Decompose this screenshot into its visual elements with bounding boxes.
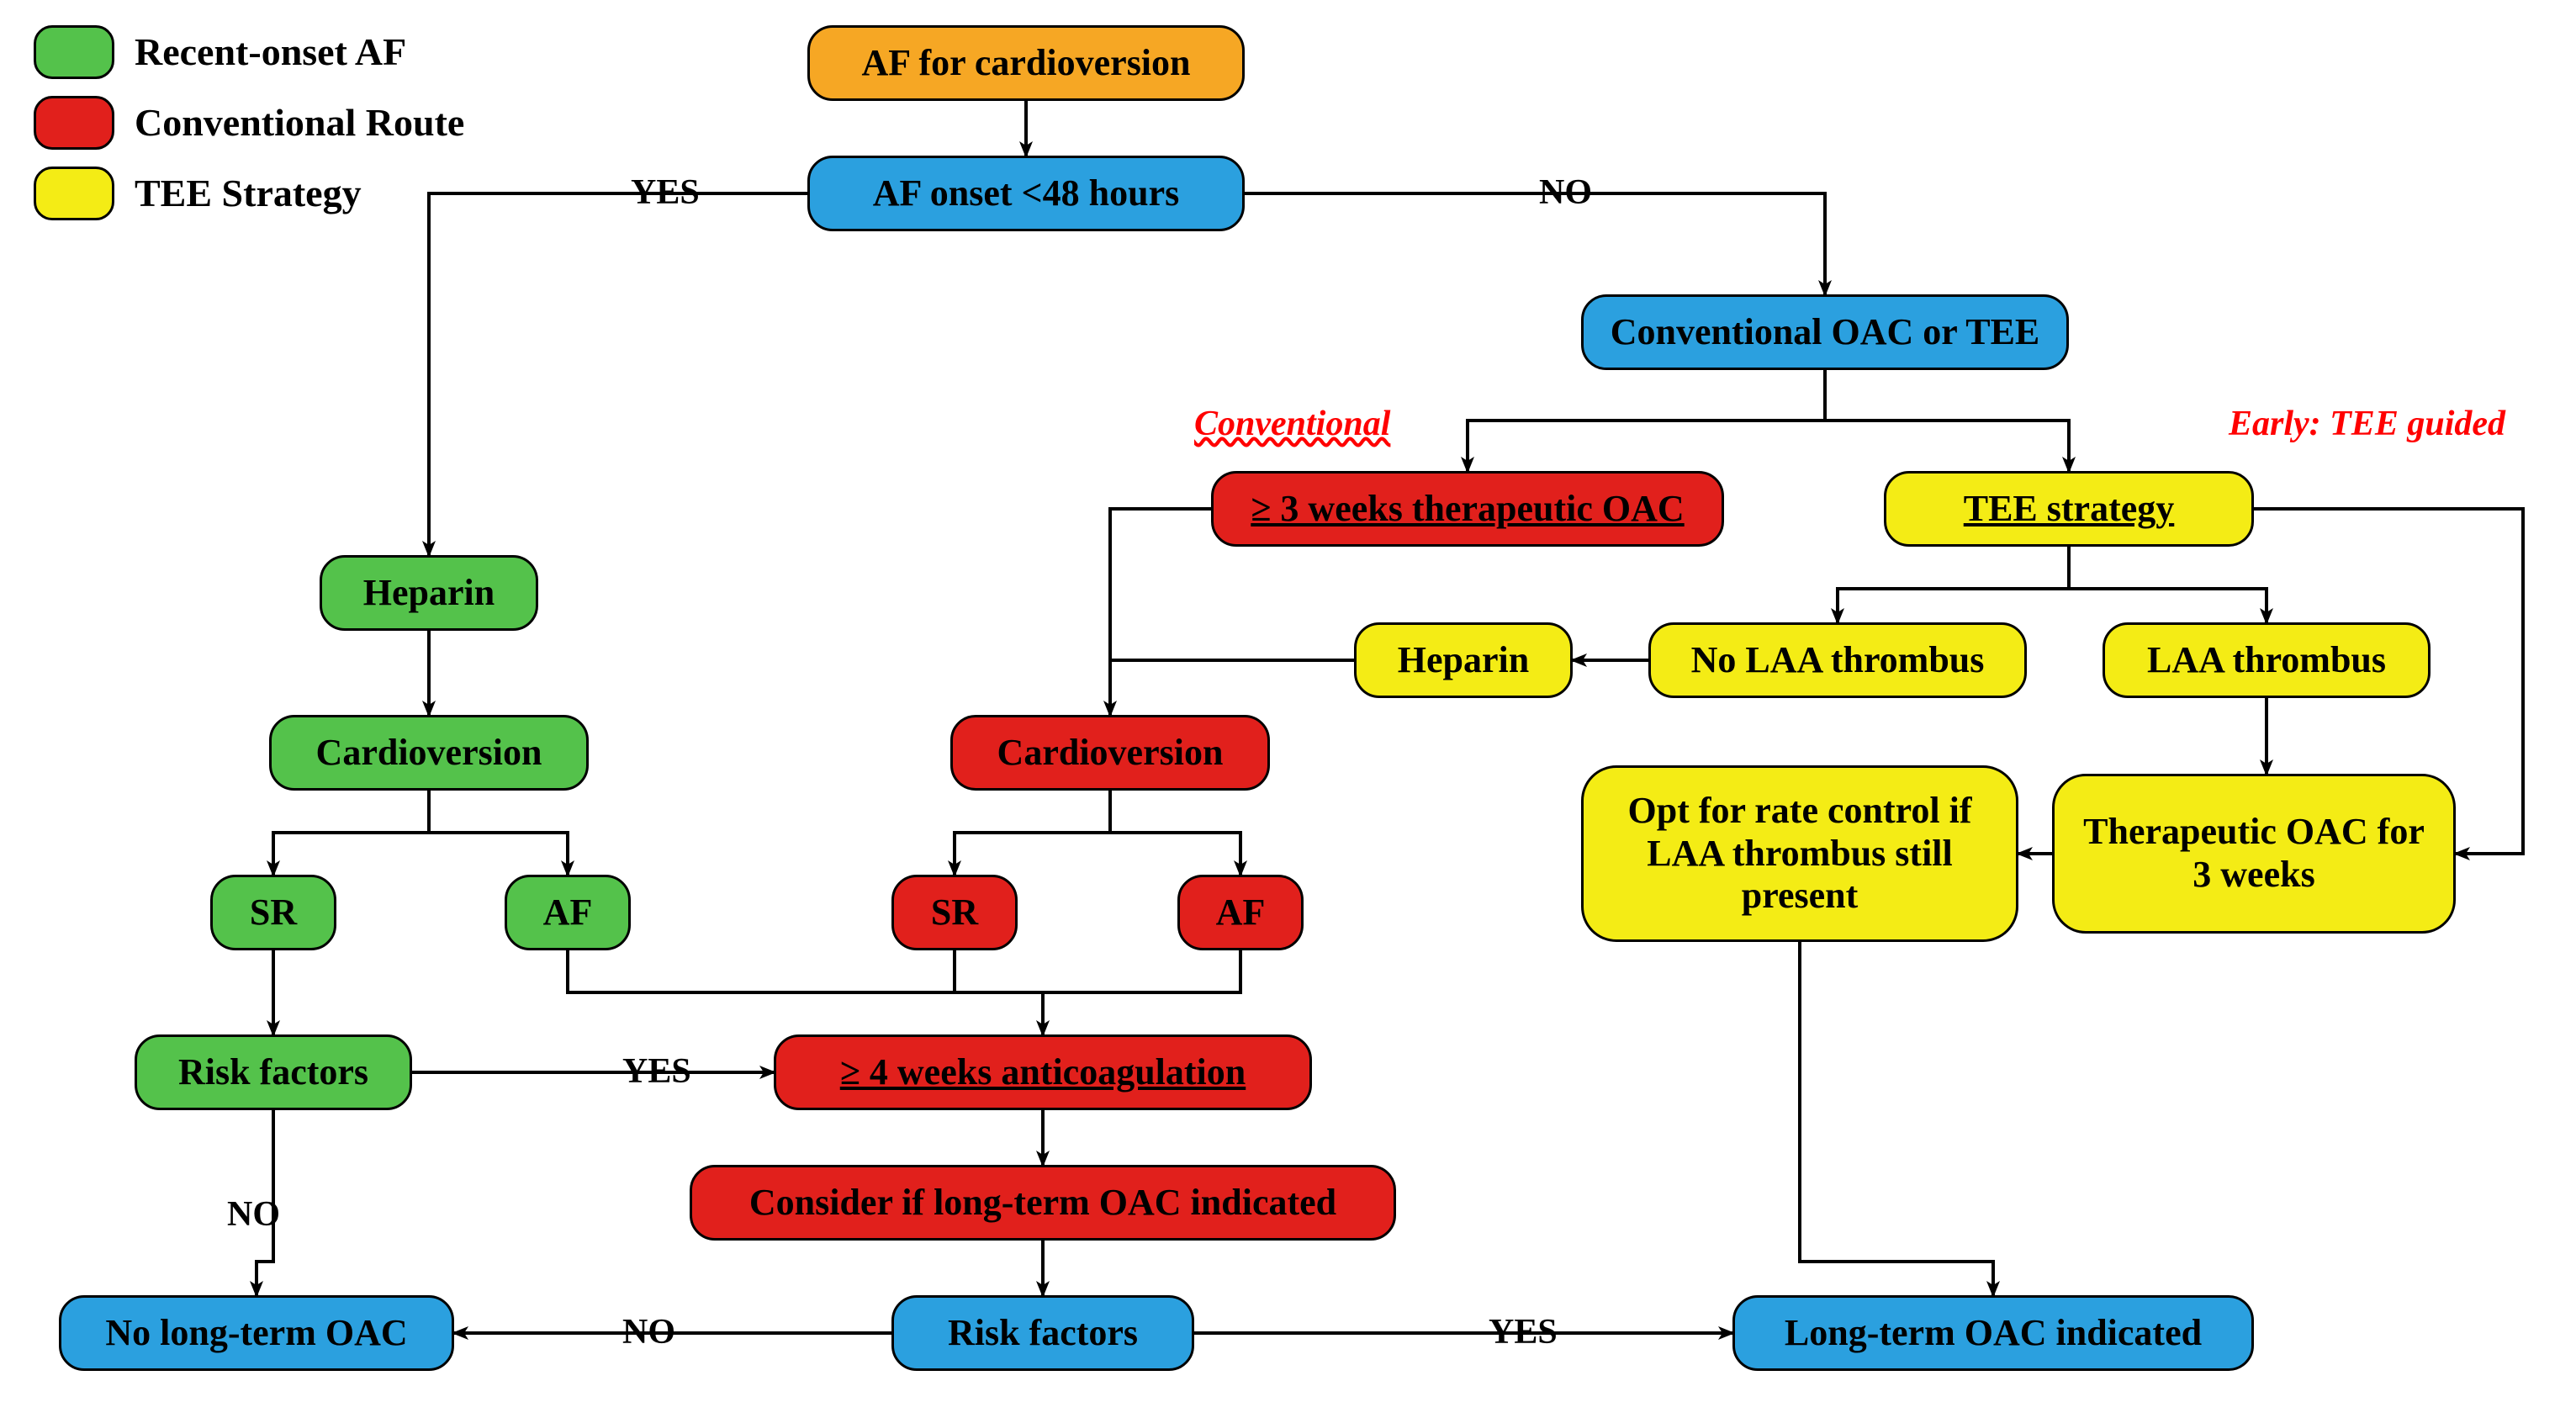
edge-rSR-r4w	[955, 950, 1043, 1034]
node-gCardio: Cardioversion	[269, 715, 589, 791]
node-label: ≥ 3 weeks therapeutic OAC	[1251, 488, 1684, 531]
node-label: Consider if long-term OAC indicated	[749, 1182, 1336, 1225]
legend-label: TEE Strategy	[135, 171, 362, 215]
node-yThromb: LAA thrombus	[2103, 622, 2431, 698]
edge-teeStrat-yThromb	[2069, 547, 2267, 622]
node-label: LAA thrombus	[2147, 639, 2386, 682]
node-label: Risk factors	[178, 1051, 368, 1094]
node-onset: AF onset <48 hours	[807, 156, 1245, 231]
node-label: Cardioversion	[316, 732, 542, 775]
edge-rCardio-rAF	[1110, 791, 1240, 875]
edge-rAF-r4w	[1043, 950, 1240, 992]
node-rCardio: Cardioversion	[950, 715, 1270, 791]
node-label: Heparin	[1398, 639, 1529, 682]
node-label: AF onset <48 hours	[873, 172, 1179, 215]
edge-yOptRate-longInd	[1800, 942, 1993, 1295]
flowchart-stage: Recent-onset AF Conventional Route TEE Str…	[0, 0, 2576, 1418]
node-label: Risk factors	[948, 1312, 1138, 1355]
node-gRisk: Risk factors	[135, 1034, 412, 1110]
edge-label-onset_yes: YES	[631, 172, 700, 213]
edge-gCardio-gSR	[273, 791, 429, 875]
edge-label-rRisk_no: NO	[622, 1312, 675, 1352]
edge-choice-conv3w	[1468, 370, 1825, 471]
legend-label: Conventional Route	[135, 100, 464, 145]
node-label: AF	[543, 892, 593, 934]
node-teeStrat: TEE strategy	[1884, 471, 2254, 547]
node-label: No long-term OAC	[105, 1312, 407, 1355]
edge-label-gRisk_yes: YES	[622, 1051, 691, 1092]
edge-choice-teeStrat	[1825, 370, 2069, 471]
node-label: ≥ 4 weeks anticoagulation	[840, 1051, 1246, 1094]
node-label: Therapeutic OAC for 3 weeks	[2073, 811, 2435, 896]
annotation-conventional: Conventional	[1194, 404, 1390, 444]
edge-rCardio-rSR	[955, 791, 1110, 875]
node-label: Conventional OAC or TEE	[1611, 311, 2040, 354]
node-label: SR	[250, 892, 297, 934]
edge-teeStrat-yNoThromb	[1838, 547, 2069, 622]
node-label: AF for cardioversion	[861, 42, 1190, 85]
edge-onset-choice	[1245, 193, 1825, 294]
node-conv3w: ≥ 3 weeks therapeutic OAC	[1211, 471, 1724, 547]
node-gHeparin: Heparin	[320, 555, 538, 631]
annotation-early_tee: Early: TEE guided	[2229, 404, 2505, 444]
legend-label: Recent-onset AF	[135, 29, 406, 74]
node-label: Heparin	[363, 572, 495, 615]
node-yNoThromb: No LAA thrombus	[1648, 622, 2027, 698]
node-r4w: ≥ 4 weeks anticoagulation	[774, 1034, 1312, 1110]
edge-conv3w-rCardio	[1110, 509, 1211, 715]
node-label: TEE strategy	[1964, 488, 2175, 531]
edge-label-rRisk_yes: YES	[1489, 1312, 1558, 1352]
edge-gAF-r4w_merge	[568, 950, 955, 992]
node-start: AF for cardioversion	[807, 25, 1245, 101]
node-gAF: AF	[505, 875, 631, 950]
edge-label-gRisk_no: NO	[227, 1194, 280, 1235]
node-rSR: SR	[891, 875, 1018, 950]
legend-swatch	[34, 25, 114, 79]
node-noLong: No long-term OAC	[59, 1295, 454, 1371]
node-longInd: Long-term OAC indicated	[1732, 1295, 2254, 1371]
edge-label-onset_no: NO	[1539, 172, 1592, 213]
edge-gCardio-gAF	[429, 791, 568, 875]
node-label: Long-term OAC indicated	[1785, 1312, 2202, 1355]
node-label: Cardioversion	[997, 732, 1224, 775]
edge-onset-gHeparin	[429, 193, 807, 555]
node-label: Opt for rate control if LAA thrombus sti…	[1602, 790, 1997, 918]
node-label: SR	[931, 892, 978, 934]
node-label: AF	[1216, 892, 1266, 934]
node-rAF: AF	[1177, 875, 1304, 950]
node-gSR: SR	[210, 875, 336, 950]
node-yOptRate: Opt for rate control if LAA thrombus sti…	[1581, 765, 2018, 942]
legend-swatch	[34, 167, 114, 220]
node-rConsider: Consider if long-term OAC indicated	[690, 1165, 1396, 1241]
node-label: No LAA thrombus	[1691, 639, 1985, 682]
node-yTherOAC: Therapeutic OAC for 3 weeks	[2052, 774, 2456, 934]
node-yHeparin: Heparin	[1354, 622, 1573, 698]
legend-swatch	[34, 96, 114, 150]
node-rRisk: Risk factors	[891, 1295, 1194, 1371]
node-choice: Conventional OAC or TEE	[1581, 294, 2069, 370]
